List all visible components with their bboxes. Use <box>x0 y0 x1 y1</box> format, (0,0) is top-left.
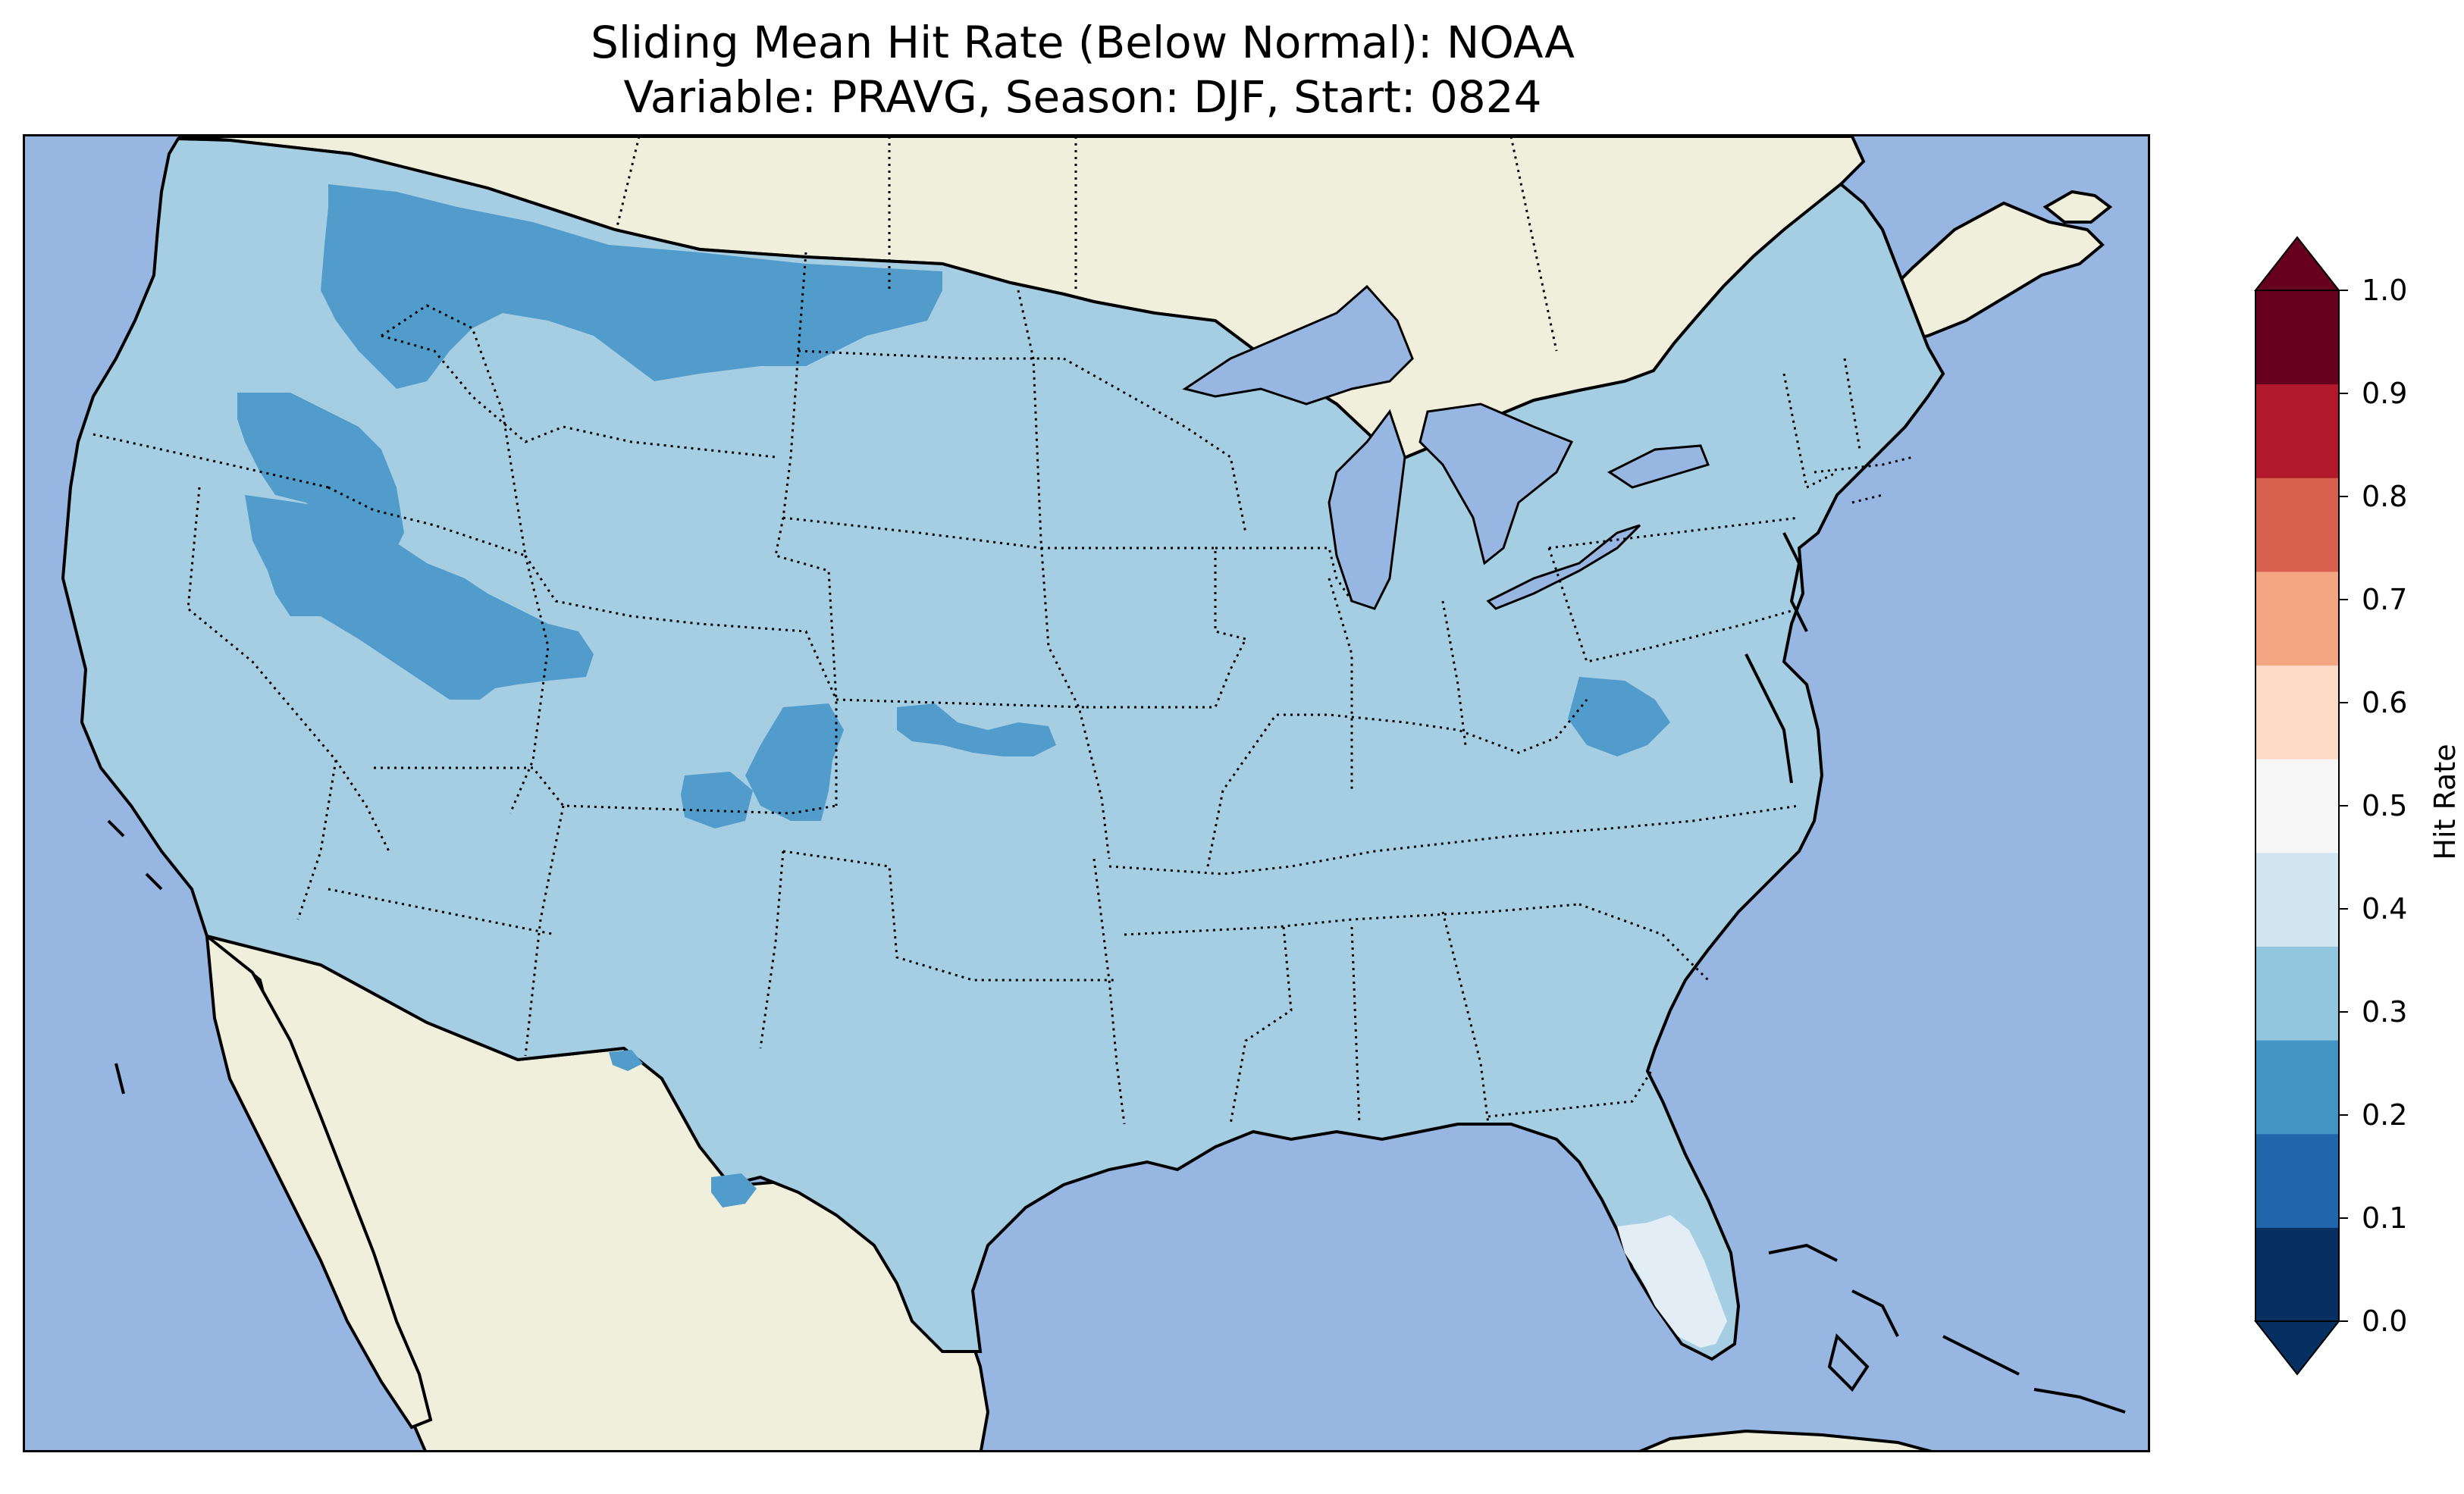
coastline-details <box>107 532 2126 1414</box>
colorbar-tick-marks <box>2339 290 2348 1322</box>
maritimes-land <box>1873 201 2105 346</box>
kansas-region <box>897 703 1056 756</box>
great-lakes <box>1182 284 1710 610</box>
colorbar-over-triangle <box>2253 236 2341 291</box>
south-florida-region <box>1617 1215 1727 1348</box>
colorbar-segment <box>2256 852 2339 947</box>
colorbar-tick-label: 0.3 <box>2362 995 2408 1029</box>
colorado-south-region <box>681 772 753 828</box>
colorbar-segment <box>2256 1133 2339 1228</box>
colorbar-segment <box>2256 665 2339 760</box>
colorbar-segment <box>2256 759 2339 853</box>
map-title-line1: Sliding Mean Hit Rate (Below Normal): NO… <box>591 17 1575 68</box>
big-bend-region <box>609 1050 643 1071</box>
colorbar-segment <box>2256 384 2339 478</box>
colorbar-tick-label: 1.0 <box>2362 274 2408 307</box>
colorbar-segment <box>2256 478 2339 572</box>
colorbar-tick-label: 0.5 <box>2362 789 2408 822</box>
northern-rockies-region <box>321 184 942 389</box>
south-texas-region <box>711 1173 757 1207</box>
west-virginia-region <box>1568 677 1670 756</box>
nevada-utah-region <box>245 495 594 700</box>
map-canvas <box>25 136 2148 1450</box>
colorbar-label: Hit Rate <box>2428 744 2462 860</box>
state-borders <box>92 136 1914 1125</box>
lake-ontario <box>1607 444 1710 489</box>
colorbar-tick-label: 0.8 <box>2362 480 2408 513</box>
colorbar-tick-label: 0.6 <box>2362 686 2408 719</box>
colorbar-segment <box>2256 1227 2339 1322</box>
colorbar-tick-label: 0.7 <box>2362 583 2408 616</box>
cape-breton-land <box>2042 189 2113 224</box>
baja-california-land <box>205 932 433 1430</box>
lake-huron <box>1419 402 1574 565</box>
map-frame <box>23 134 2150 1452</box>
cuba-land <box>1639 1429 1933 1450</box>
lake-superior <box>1182 284 1414 406</box>
lake-michigan <box>1328 409 1406 610</box>
colorbar-tick-label: 0.4 <box>2362 892 2408 926</box>
colorado-region <box>745 703 844 821</box>
colorbar-tick-label: 0.2 <box>2362 1098 2408 1132</box>
map-title-line2: Variable: PRAVG, Season: DJF, Start: 082… <box>623 71 1542 123</box>
colorbar-segment <box>2256 571 2339 666</box>
colorbar-under-triangle <box>2253 1320 2341 1376</box>
oregon-idaho-region <box>237 393 404 548</box>
lake-erie <box>1486 524 1641 610</box>
colorbar-segments <box>2256 290 2339 1322</box>
colorbar <box>2253 236 2348 1376</box>
colorbar-segment <box>2256 290 2339 385</box>
colorbar-segment <box>2256 1040 2339 1135</box>
colorbar-segment <box>2256 946 2339 1041</box>
low-hit-rate-regions <box>237 184 1670 1207</box>
colorbar-tick-label: 0.0 <box>2362 1305 2408 1338</box>
colorbar-tick-label: 0.1 <box>2362 1201 2408 1235</box>
colorbar-tick-label: 0.9 <box>2362 377 2408 410</box>
